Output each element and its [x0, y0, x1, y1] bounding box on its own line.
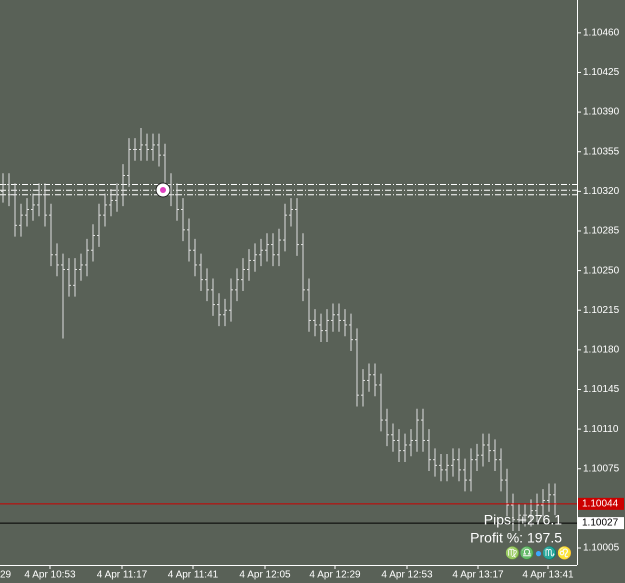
x-tick-label: 4 Apr 13:41	[522, 570, 574, 581]
x-tick-label: 4 Apr 12:05	[239, 570, 291, 581]
y-tick-label: 1.10425	[583, 67, 620, 78]
y-tick-label: 1.10355	[583, 146, 620, 157]
marker-dot	[160, 187, 166, 193]
y-tick-label: 1.10285	[583, 226, 620, 237]
ask-label: 1.10027	[582, 518, 619, 529]
signature: ♍♎●♏♌	[505, 546, 572, 560]
pips: Pips: +276.1	[484, 512, 562, 528]
plot	[0, 127, 577, 532]
y-tick-label: 1.10180	[583, 345, 620, 356]
y-tick-label: 1.10320	[583, 186, 620, 197]
x-tick-label: 4 Apr 11:41	[168, 570, 219, 581]
x-tick-label: 4 Apr 11:17	[97, 570, 148, 581]
y-tick-label: 1.10460	[583, 27, 620, 38]
x-tick-label: 4 Apr 13:17	[452, 570, 504, 581]
y-tick-label: 1.10075	[583, 463, 620, 474]
bid-label: 1.10044	[582, 498, 619, 509]
y-tick-label: 1.10215	[583, 305, 620, 316]
y-tick-label: 1.10110	[583, 424, 619, 435]
profit: Profit %: 197.5	[470, 530, 562, 546]
x-tick-label: 4 Apr 12:53	[381, 570, 433, 581]
y-tick-label: 1.10145	[583, 384, 620, 395]
y-tick-label: 1.10390	[583, 107, 620, 118]
x-tick-label: 4 Apr 10:53	[24, 570, 76, 581]
y-tick-label: 1.10005	[583, 543, 620, 554]
ask-box	[578, 517, 624, 530]
y-tick-label: 1.10250	[583, 265, 620, 276]
bid-box	[578, 497, 624, 510]
x-tick-label: 29	[0, 570, 12, 581]
x-tick-label: 4 Apr 12:29	[309, 570, 361, 581]
